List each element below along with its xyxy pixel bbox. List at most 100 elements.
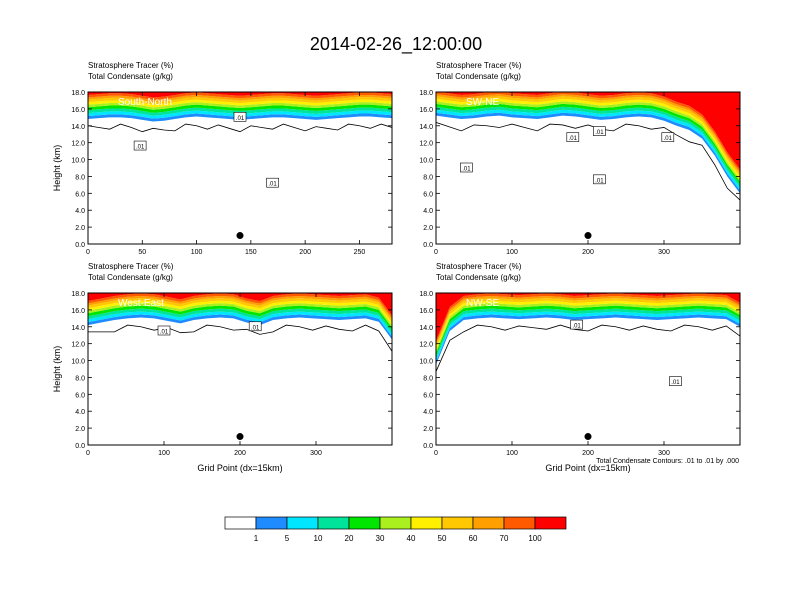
- condensate-contour: [88, 324, 392, 352]
- contour-label-box: [570, 319, 583, 330]
- tracer-band-7: [88, 97, 392, 105]
- panel-subtitle-2: Total Condensate (g/kg): [436, 273, 521, 282]
- colorbar-label: 20: [345, 534, 354, 543]
- contour-label: .01: [572, 324, 581, 330]
- colorbar-label: 70: [500, 534, 509, 543]
- x-tick-label: 300: [658, 450, 670, 457]
- location-marker: [236, 232, 244, 240]
- y-tick-label: 12.0: [71, 141, 85, 148]
- x-tick-label: 200: [582, 450, 594, 457]
- colorbar-box: [348, 516, 381, 530]
- colorbar-box: [317, 516, 350, 530]
- x-tick-label: 0: [434, 450, 438, 457]
- y-tick-label: 10.0: [71, 359, 85, 366]
- y-tick-label: 12.0: [419, 141, 433, 148]
- tracer-band-10: [88, 92, 392, 98]
- panel-subtitle-2: Total Condensate (g/kg): [88, 72, 173, 81]
- tracer-band-1: [436, 314, 740, 365]
- tracer-band-6: [88, 99, 392, 108]
- contour-label-box: [593, 126, 606, 136]
- x-tick-label: 0: [86, 249, 90, 256]
- colorbar-box: [224, 516, 257, 530]
- location-marker: [584, 433, 592, 441]
- contour-label-box: [266, 177, 279, 188]
- contour-label-box: [460, 162, 473, 173]
- colorbar-box: [534, 516, 567, 530]
- y-tick-label: 18.0: [71, 90, 85, 97]
- x-tick-label: 300: [658, 249, 670, 256]
- colorbar-label: 100: [528, 534, 542, 543]
- contour-label: .01: [664, 136, 673, 142]
- panel-label: South-North: [118, 97, 172, 108]
- y-tick-label: 4.0: [75, 409, 85, 416]
- tracer-band-3: [88, 107, 392, 116]
- panel-subtitle-1: Stratosphere Tracer (%): [436, 262, 522, 271]
- panel-subtitle-2: Total Condensate (g/kg): [88, 273, 173, 282]
- panel-2: 0.0 2.0 4.0 6.0 8.0 10.0 12.0 14.0 16.0 18.0 0 100 2…: [419, 61, 741, 256]
- y-tick-label: 4.0: [75, 208, 85, 215]
- y-axis-label: Height (km): [52, 346, 62, 393]
- tracer-band-4: [436, 305, 740, 356]
- location-marker: [584, 232, 592, 240]
- x-tick-label: 200: [582, 249, 594, 256]
- contour-label: .01: [160, 330, 169, 336]
- y-tick-label: 16.0: [419, 107, 433, 114]
- contour-label: .01: [251, 325, 260, 331]
- x-tick-label: 0: [86, 450, 90, 457]
- y-tick-label: 18.0: [419, 90, 433, 97]
- contour-label: .01: [595, 130, 604, 136]
- x-tick-label: 0: [434, 249, 438, 256]
- tracer-band-8: [88, 295, 392, 321]
- contour-label: .01: [462, 167, 471, 173]
- contour-label-box: [566, 132, 580, 142]
- y-tick-label: 10.0: [71, 158, 85, 165]
- y-tick-label: 6.0: [75, 392, 85, 399]
- colorbar-label: 10: [314, 534, 323, 543]
- contour-label: .01: [136, 145, 145, 151]
- panel-subtitle-1: Stratosphere Tracer (%): [88, 262, 174, 271]
- tracer-band-6: [88, 300, 392, 326]
- contour-label-box: [248, 321, 262, 332]
- tracer-band-2: [436, 311, 740, 362]
- y-tick-label: 8.0: [75, 375, 85, 382]
- colorbar-label: 1: [254, 534, 259, 543]
- colorbar: 1 5 10 20 30 40 50 60 70 100: [224, 516, 567, 543]
- x-tick-label: 150: [245, 249, 257, 256]
- colorbar-label: 40: [407, 534, 416, 543]
- contour-label-box: [661, 132, 675, 142]
- x-tick-label: 100: [191, 249, 203, 256]
- colorbar-box: [286, 516, 319, 530]
- tracer-band-2: [88, 311, 392, 337]
- contour-label: .01: [268, 182, 277, 188]
- y-tick-label: 0.0: [423, 443, 433, 450]
- y-tick-label: 4.0: [423, 208, 433, 215]
- condensate-contour: [436, 122, 740, 201]
- panel-label: SW-NE: [466, 97, 499, 108]
- tracer-band-3: [88, 308, 392, 334]
- tracer-band-3: [436, 308, 740, 359]
- y-tick-label: 6.0: [75, 191, 85, 198]
- contour-label-box: [157, 325, 171, 336]
- y-tick-label: 18.0: [419, 291, 433, 298]
- y-tick-label: 12.0: [71, 342, 85, 349]
- y-tick-label: 8.0: [423, 174, 433, 181]
- colorbar-label: 60: [469, 534, 478, 543]
- panels: 0.0 2.0 4.0 6.0 8.0 10.0 12.0 14.0 16.0 18.0 0 50 10…: [52, 61, 741, 473]
- x-axis-label: Grid Point (dx=15km): [197, 463, 282, 473]
- tracer-field: [88, 293, 392, 352]
- y-tick-label: 2.0: [423, 225, 433, 232]
- contour-label-box: [669, 376, 682, 386]
- x-tick-label: 200: [299, 249, 311, 256]
- tracer-field: [436, 293, 740, 372]
- x-tick-label: 50: [138, 249, 146, 256]
- contour-label-box: [133, 140, 147, 151]
- tracer-band-5: [88, 303, 392, 328]
- tracer-band-9: [88, 92, 392, 101]
- contour-label-box: [593, 174, 606, 185]
- colorbar-box: [441, 516, 474, 530]
- y-tick-label: 14.0: [419, 124, 433, 131]
- contour-label: .01: [236, 116, 245, 122]
- y-tick-label: 10.0: [419, 359, 433, 366]
- tracer-band-10: [88, 293, 392, 316]
